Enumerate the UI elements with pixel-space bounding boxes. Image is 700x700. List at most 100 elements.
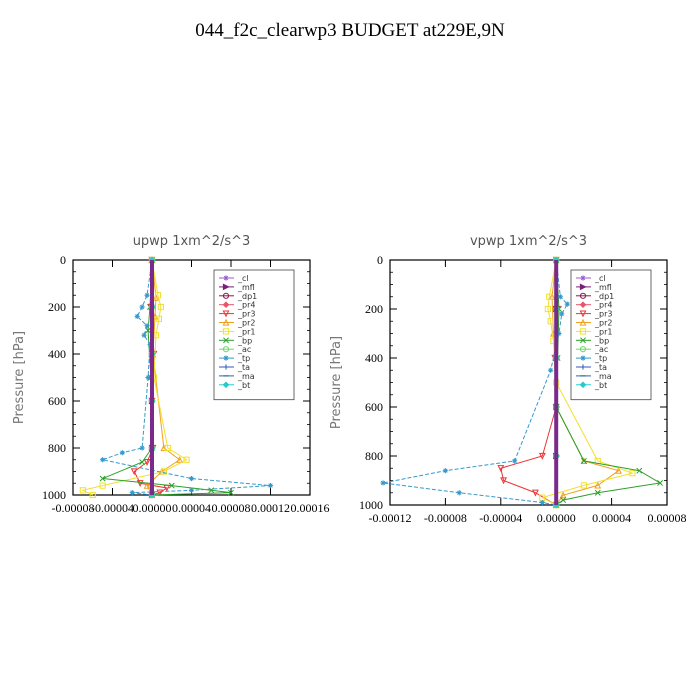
data-point — [144, 323, 150, 329]
chart-panel-1: upwp 1xm^2/s^3 Pressure [hPa] 0 200 400 600 80… — [12, 234, 330, 515]
data-point — [629, 470, 636, 477]
data-point — [139, 459, 146, 466]
data-point — [539, 499, 545, 506]
legend-label: _dp1 — [237, 292, 257, 301]
data-point — [500, 477, 507, 485]
data-point — [580, 482, 587, 489]
legend-marker — [223, 355, 229, 361]
y-tick-label: 400 — [365, 351, 383, 365]
x-tick-label: 0.00004 — [592, 511, 631, 525]
legend-label: _pr3 — [594, 310, 612, 319]
data-point — [560, 497, 567, 504]
legend-label: _bt — [594, 381, 607, 390]
legend-marker — [222, 328, 230, 335]
series-line — [102, 259, 232, 496]
legend-marker — [579, 283, 587, 291]
data-point — [267, 483, 274, 489]
x-tick-label: 0.00016 — [291, 501, 330, 515]
legend-label: _bt — [237, 381, 250, 390]
legend-label: _pr2 — [237, 319, 255, 328]
legend-label: _cl — [237, 274, 249, 283]
x-tick-label: -0.00004 — [479, 511, 522, 525]
data-point — [547, 318, 554, 325]
y-axis-label: Pressure [hPa] — [329, 336, 344, 429]
data-point — [155, 315, 163, 322]
data-point — [532, 489, 539, 497]
x-tick-label: 0.00012 — [251, 501, 290, 515]
data-point — [546, 293, 553, 300]
legend-label: _tp — [594, 354, 607, 363]
legend-marker — [579, 318, 587, 326]
data-point — [136, 480, 144, 487]
legend-marker — [223, 364, 229, 370]
legend-label: _ta — [594, 363, 607, 372]
x-tick-label: -0.00012 — [369, 511, 412, 525]
legend-marker — [579, 292, 587, 299]
series-tp — [380, 257, 570, 508]
plot-title: upwp 1xm^2/s^3 — [133, 234, 251, 249]
y-tick-label: 600 — [365, 400, 383, 414]
legend-label: _ma — [594, 372, 612, 381]
y-tick-label: 400 — [48, 347, 66, 361]
data-point — [559, 311, 565, 317]
legend-marker — [222, 381, 230, 389]
data-point — [442, 468, 448, 474]
data-point — [594, 489, 601, 496]
data-point — [134, 313, 140, 319]
data-point — [657, 479, 664, 486]
data-point — [145, 374, 151, 381]
chart-panel-2: vpwp 1xm^2/s^3 Pressure [hPa] 0 200 400 600 80… — [329, 234, 687, 525]
data-point — [615, 466, 622, 474]
x-tick-label: 0.00008 — [212, 501, 251, 515]
legend-marker — [222, 310, 230, 318]
x-tick-label: -0.00004 — [91, 501, 134, 515]
data-point — [559, 491, 567, 499]
x-tick-label: -0.00008 — [52, 501, 95, 515]
legend-label: _ac — [594, 345, 608, 354]
series-line — [382, 259, 568, 506]
page-title: 044_f2c_clearwp3 BUDGET at229E,9N — [195, 20, 505, 41]
legend-marker — [222, 346, 230, 353]
y-tick-label: 200 — [48, 300, 66, 314]
series-pr1 — [79, 256, 190, 499]
legend-label: _ac — [237, 345, 251, 354]
data-point — [380, 480, 386, 486]
legend-label: _pr3 — [237, 310, 255, 319]
legend-marker — [580, 275, 586, 281]
data-point — [156, 489, 164, 497]
legend-marker — [579, 328, 587, 335]
data-point — [594, 481, 602, 489]
y-tick-label: 600 — [48, 394, 66, 408]
legend-box — [213, 269, 295, 401]
plot-title: vpwp 1xm^2/s^3 — [470, 234, 587, 249]
data-point — [564, 301, 570, 307]
y-tick-label: 0 — [377, 253, 383, 267]
legend-label: _pr2 — [594, 319, 612, 328]
data-point — [157, 303, 164, 311]
legend-label: _pr1 — [594, 327, 612, 336]
series-bp — [99, 257, 234, 498]
y-tick-label: 800 — [365, 449, 383, 463]
legend-label: _pr4 — [237, 301, 255, 310]
legend-marker — [222, 301, 230, 309]
data-point — [512, 458, 518, 464]
data-point — [456, 490, 462, 496]
y-axis-label: Pressure [hPa] — [12, 331, 27, 424]
y-tick-label: 1000 — [359, 498, 383, 512]
y-tick-label: 800 — [48, 441, 66, 455]
data-point — [188, 487, 195, 493]
legend-label: _pr4 — [594, 301, 612, 310]
zero-profile-band — [150, 260, 154, 495]
legend-marker — [580, 355, 586, 361]
data-point — [143, 481, 151, 489]
legend-label: _bp — [237, 336, 252, 345]
legend-marker — [222, 318, 230, 326]
x-tick-label: 0.00004 — [172, 501, 211, 515]
data-point — [160, 468, 167, 475]
x-tick-label: 0.00000 — [537, 511, 576, 525]
data-point — [139, 304, 145, 310]
data-point — [141, 332, 147, 338]
legend-marker — [222, 283, 230, 291]
data-point — [580, 457, 587, 464]
